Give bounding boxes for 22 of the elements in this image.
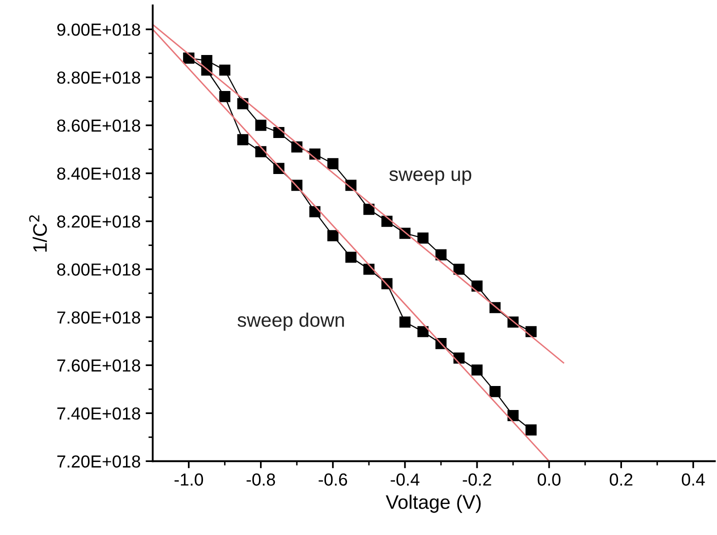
y-tick-label: 8.80E+018 <box>57 71 140 84</box>
y-tick-label: 8.60E+018 <box>57 119 140 132</box>
x-tick-label: -0.4 <box>390 473 420 486</box>
x-tick-label: 0.4 <box>682 473 705 486</box>
x-tick-label: 0.0 <box>538 473 560 486</box>
x-axis-title: Voltage (V) <box>386 494 481 513</box>
text: sweep down <box>238 312 344 331</box>
x-tick-label: -0.8 <box>246 473 276 486</box>
y-tick-label: 8.00E+018 <box>57 263 140 276</box>
x-tick-label: 0.2 <box>610 473 632 486</box>
y-tick-label: 9.00E+018 <box>57 24 140 36</box>
x-tick-label: -0.2 <box>462 473 492 486</box>
x-tick-label: -1.0 <box>174 473 204 486</box>
y-tick-label: 8.40E+018 <box>57 167 140 180</box>
x-tick-label: -0.6 <box>318 473 348 486</box>
y-tick-label: 7.60E+018 <box>57 359 140 372</box>
y-tick-label: 8.20E+018 <box>57 215 140 228</box>
y-axis-title: 1/C$^{2}$ <box>29 215 47 252</box>
series-label: sweep up <box>389 170 472 185</box>
y-tick-label: 7.40E+018 <box>57 407 140 420</box>
y-tick-label: 7.20E+018 <box>57 455 140 468</box>
y-tick-label: 7.80E+018 <box>57 311 140 324</box>
